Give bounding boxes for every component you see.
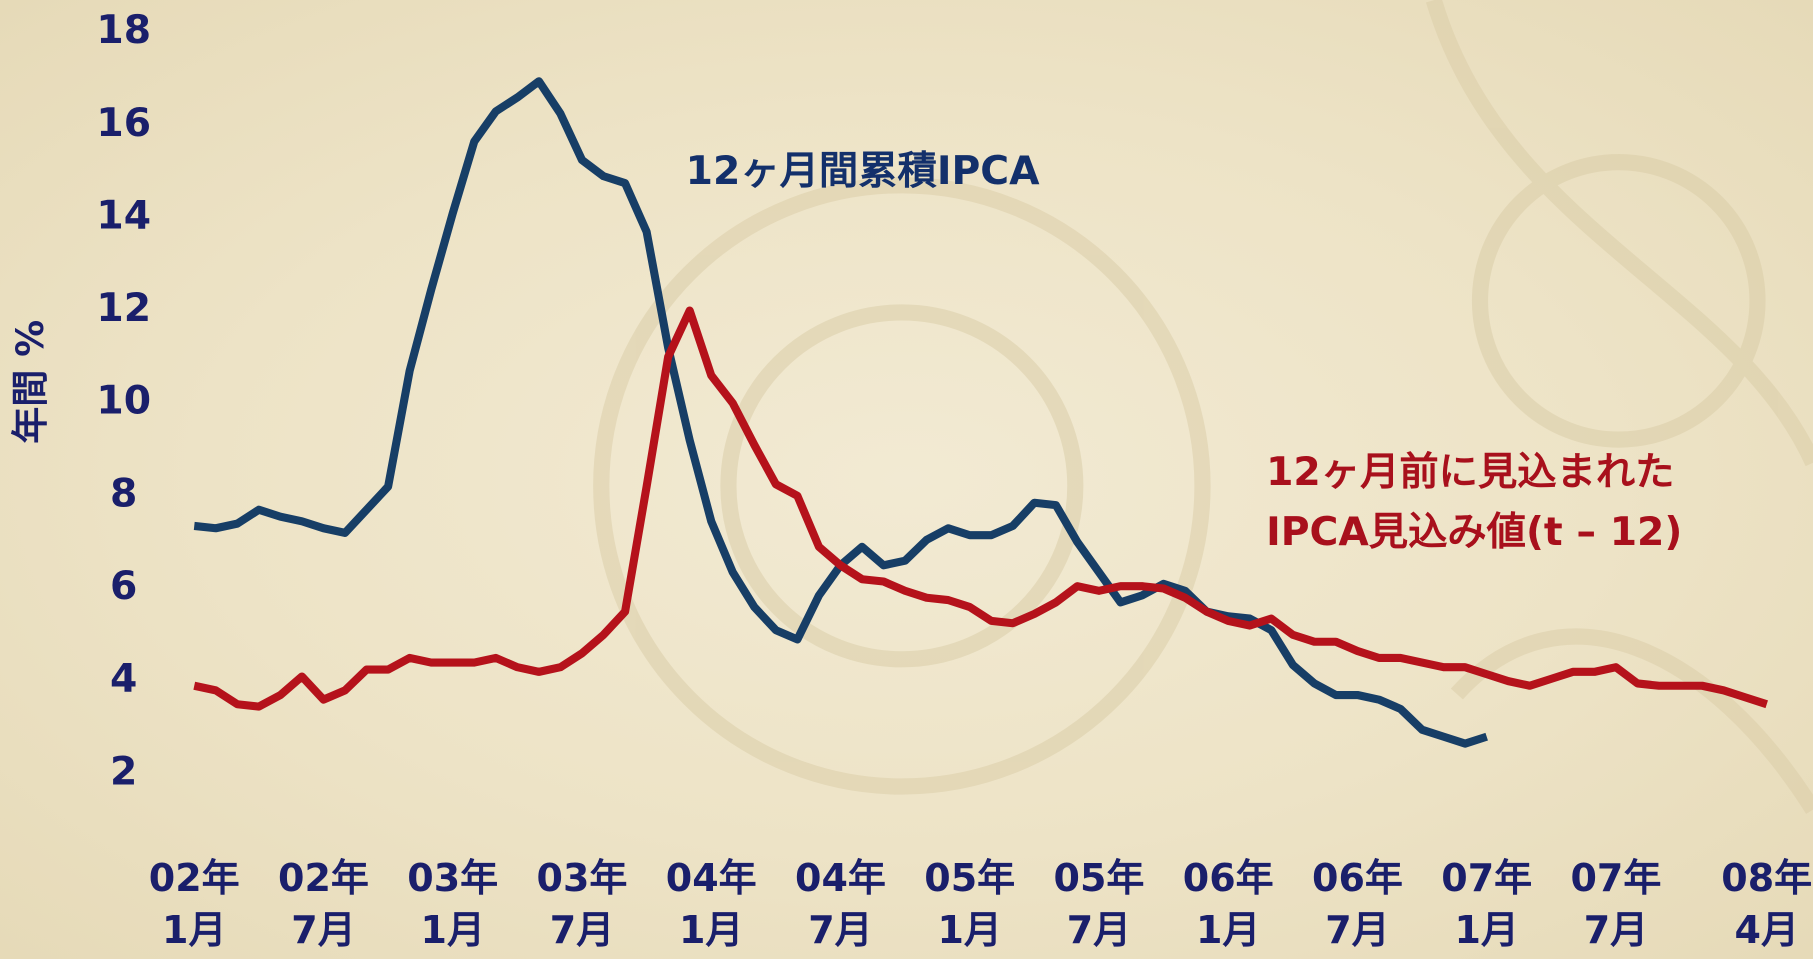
x-tick-label: 03年 1月: [383, 853, 523, 956]
x-tick-label: 06年 1月: [1158, 853, 1298, 956]
annotation: 12ヶ月間累積IPCA: [686, 149, 1040, 194]
y-tick-label: 10: [96, 379, 151, 424]
annotation: IPCA見込み値(t – 12): [1266, 510, 1682, 555]
x-tick-label: 07年 1月: [1417, 853, 1557, 956]
x-tick-label: 03年 7月: [512, 853, 652, 956]
x-tick-label: 06年 7月: [1287, 853, 1427, 956]
x-tick-label: 07年 7月: [1546, 853, 1686, 956]
y-tick-label: 14: [96, 193, 151, 238]
background-decoration: [601, 0, 1813, 809]
y-tick-label: 18: [96, 8, 151, 53]
y-tick-label: 16: [96, 101, 151, 146]
y-tick-label: 6: [110, 564, 137, 609]
x-tick-label: 05年 7月: [1029, 853, 1169, 956]
y-tick-label: 2: [110, 749, 137, 794]
y-tick-label: 4: [110, 657, 137, 702]
x-tick-label: 04年 1月: [641, 853, 781, 956]
x-tick-label: 04年 7月: [770, 853, 910, 956]
x-tick-label: 02年 1月: [124, 853, 264, 956]
x-tick-label: 08年 4月: [1697, 853, 1813, 956]
y-axis-label: 年間 %: [9, 320, 52, 444]
y-tick-label: 12: [96, 286, 151, 331]
x-tick-label: 05年 1月: [900, 853, 1040, 956]
annotation: 12ヶ月前に見込まれた: [1266, 450, 1674, 495]
chart-background: 年間 % 2 4 6 8 10 12 14 16 18 12ヶ月間累積IPCA 12ヶ月前に見込まれ…: [0, 0, 1813, 959]
y-tick-label: 8: [110, 471, 137, 516]
x-tick-label: 02年 7月: [253, 853, 393, 956]
chart: 年間 % 2 4 6 8 10 12 14 16 18 12ヶ月間累積IPCA 12ヶ月前に見込まれ…: [0, 0, 1813, 959]
